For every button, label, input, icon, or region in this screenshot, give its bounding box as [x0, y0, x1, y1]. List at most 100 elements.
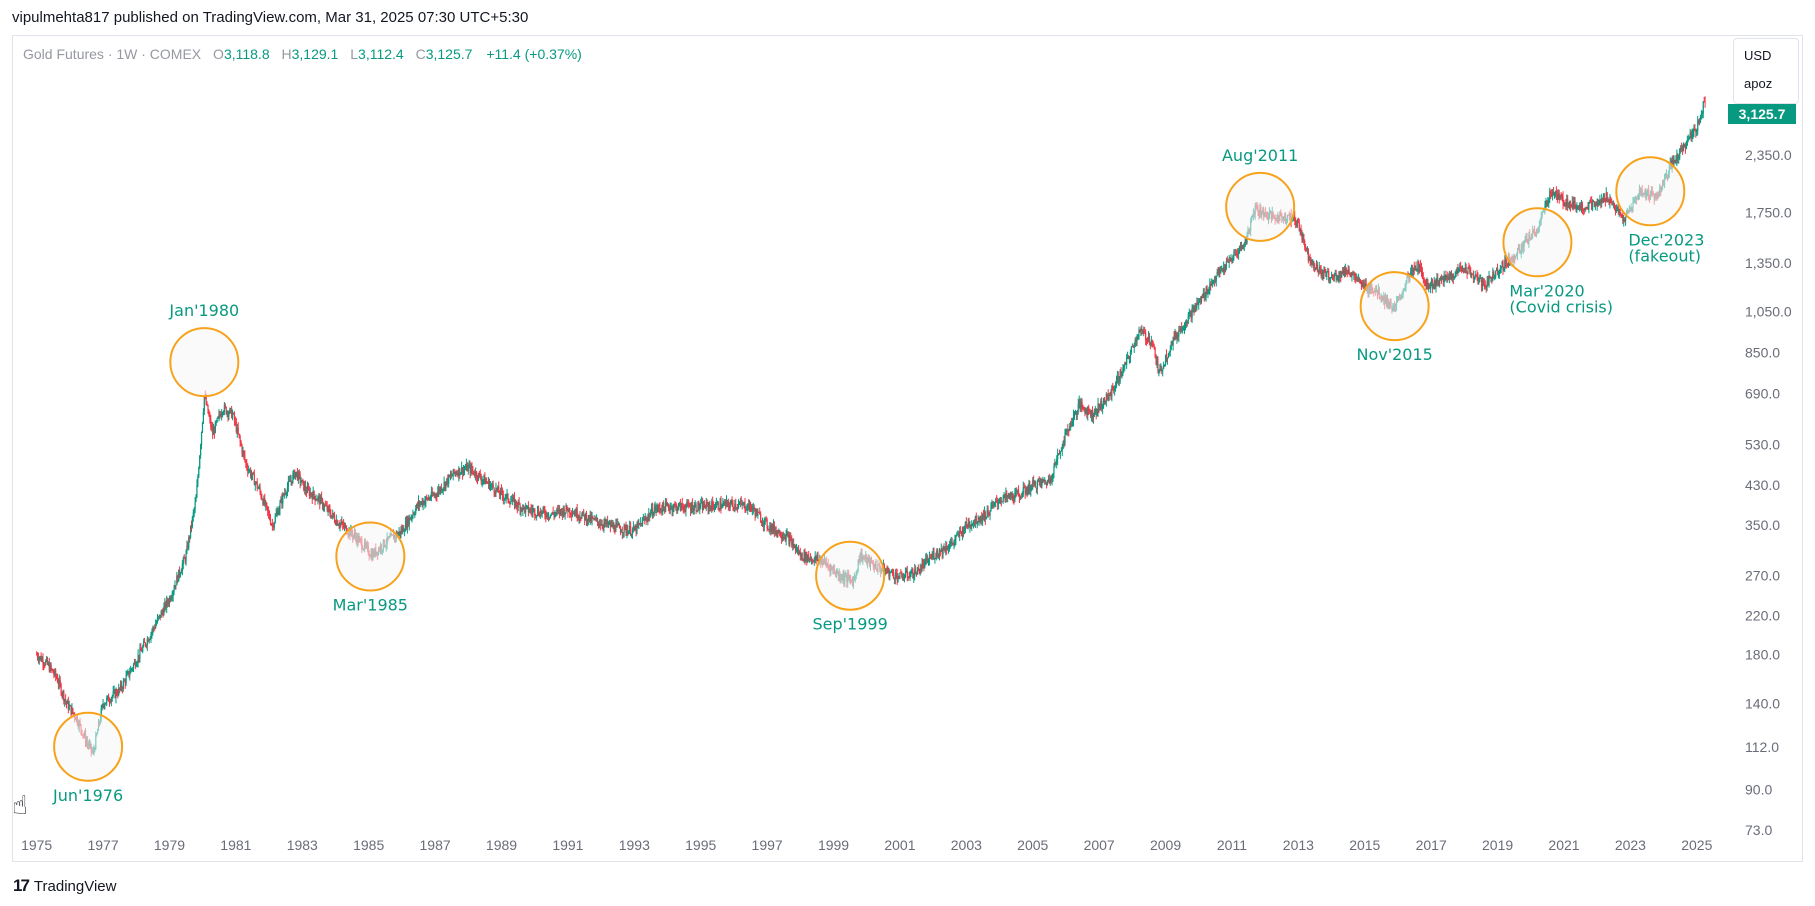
- candle-body: [1202, 293, 1204, 298]
- candle-body: [271, 524, 273, 526]
- candle-body: [1568, 205, 1571, 208]
- candle-body: [447, 478, 449, 484]
- candle-body: [961, 527, 964, 536]
- unit-mode-label[interactable]: apoz: [1744, 76, 1773, 91]
- candle-body: [889, 572, 891, 577]
- candle-body: [959, 531, 961, 537]
- candle-body: [1194, 306, 1196, 312]
- y-tick-label: 73.0: [1745, 822, 1772, 838]
- candle-body: [1101, 400, 1103, 409]
- candle-body: [143, 641, 145, 647]
- candle-body: [1027, 489, 1029, 494]
- candle-body: [65, 699, 67, 702]
- candle-body: [477, 473, 480, 480]
- candle-body: [484, 475, 486, 485]
- candle-body: [107, 695, 109, 699]
- symbol-title[interactable]: Gold Futures · 1W · COMEX: [23, 46, 202, 62]
- candle-body: [798, 551, 800, 555]
- footer-brand[interactable]: TradingView: [33, 877, 117, 895]
- candle-body: [189, 537, 191, 539]
- candle-body: [1457, 268, 1459, 273]
- candle-body: [1158, 371, 1160, 373]
- candle-body: [232, 413, 235, 415]
- candle-body: [518, 501, 520, 505]
- candle-body: [1414, 265, 1416, 270]
- tradingview-logo-icon[interactable]: 17: [13, 876, 30, 895]
- annotation-circle: [169, 327, 240, 398]
- candle-body: [159, 614, 161, 618]
- candle-body: [342, 521, 344, 525]
- candle-body: [1319, 266, 1321, 270]
- candle-body: [1003, 494, 1005, 498]
- x-tick-label: 2013: [1283, 837, 1314, 853]
- candle-body: [203, 396, 205, 412]
- candle-body: [785, 533, 787, 541]
- candle-body: [145, 645, 147, 647]
- candle-body: [261, 497, 263, 500]
- candle-body: [1678, 157, 1680, 159]
- candle-body: [905, 570, 907, 573]
- candle-body: [787, 533, 789, 536]
- candle-body: [1182, 328, 1184, 331]
- candle-body: [628, 530, 630, 535]
- candle-body: [259, 487, 261, 492]
- candle-body: [1111, 386, 1113, 397]
- candle-body: [182, 558, 184, 565]
- candle-body: [527, 505, 529, 513]
- candle-body: [1349, 274, 1351, 276]
- candle-body: [646, 519, 648, 521]
- candle-body: [1604, 201, 1606, 203]
- currency-unit-menu[interactable]: USD apoz: [1733, 38, 1799, 104]
- candle-body: [1591, 201, 1593, 210]
- candle-body: [489, 485, 492, 490]
- candle-body: [661, 509, 663, 513]
- candle-body: [680, 503, 682, 511]
- candle-body: [143, 641, 146, 643]
- candle-body: [199, 455, 201, 469]
- candle-body: [138, 654, 140, 659]
- candle-body: [323, 504, 326, 508]
- candle-body: [951, 541, 953, 543]
- candle-body: [505, 494, 507, 499]
- candle-body: [994, 502, 996, 504]
- candle-body: [117, 694, 119, 696]
- candle-body: [1683, 144, 1686, 148]
- candle-body: [178, 569, 181, 575]
- candle-body: [1467, 267, 1469, 275]
- candle-body: [812, 560, 814, 563]
- candle-body: [36, 654, 39, 658]
- y-tick-label: 1,050.0: [1745, 304, 1792, 320]
- candle-body: [937, 550, 939, 555]
- candle-body: [956, 534, 958, 536]
- candle-body: [1305, 247, 1307, 249]
- candle-body: [815, 556, 817, 560]
- candle-body: [674, 504, 676, 506]
- candle-body: [595, 518, 597, 520]
- candle-body: [513, 497, 516, 507]
- y-tick-label: 1,350.0: [1745, 255, 1792, 271]
- candle-body: [1337, 277, 1339, 279]
- candle-body: [1115, 379, 1118, 386]
- candle-body: [748, 504, 750, 510]
- candle-body: [784, 536, 786, 541]
- candle-body: [985, 516, 987, 520]
- candle-body: [1130, 346, 1132, 353]
- candle-body: [108, 701, 111, 703]
- candle-body: [1211, 283, 1213, 286]
- candle-body: [576, 509, 578, 518]
- candle-body: [802, 559, 804, 561]
- currency-label[interactable]: USD: [1744, 48, 1772, 63]
- candle-body: [1440, 277, 1443, 279]
- candle-body: [547, 516, 550, 518]
- annotation-label: Nov'2015: [1356, 345, 1432, 364]
- candle-body: [1561, 195, 1563, 197]
- candle-body: [573, 512, 575, 514]
- candle-body: [656, 508, 658, 511]
- candle-body: [1426, 280, 1428, 287]
- candle-body: [167, 599, 169, 603]
- y-tick-label: 690.0: [1745, 385, 1780, 401]
- candle-body: [1621, 215, 1623, 217]
- candle-body: [803, 552, 805, 561]
- candle-body: [1615, 208, 1617, 211]
